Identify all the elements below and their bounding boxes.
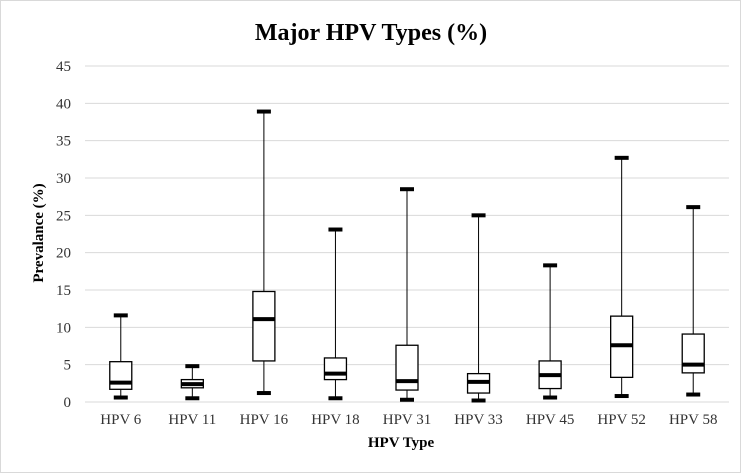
iqr-box <box>681 333 705 374</box>
iqr-box <box>109 361 133 390</box>
x-tick-label: HPV 11 <box>168 412 216 428</box>
y-axis-ticks: 0 5 10 15 20 25 30 35 40 45 <box>56 59 71 411</box>
box-series <box>109 109 705 403</box>
box-group <box>538 263 562 400</box>
x-tick-label: HPV 45 <box>526 412 575 428</box>
box-group <box>180 364 204 401</box>
box-group <box>323 227 348 401</box>
y-tick-label: 20 <box>56 246 71 262</box>
y-tick-label: 10 <box>56 320 71 336</box>
x-tick-label: HPV 52 <box>597 412 646 428</box>
x-tick-label: HPV 18 <box>311 412 360 428</box>
y-tick-label: 5 <box>64 358 72 374</box>
x-tick-label: HPV 31 <box>383 412 432 428</box>
x-axis-ticks: HPV 6 HPV 11 HPV 16 HPV 18 HPV 31 HPV 33 HPV 4… <box>100 412 717 428</box>
box-group <box>109 313 133 400</box>
x-axis-title: HPV Type <box>368 435 435 451</box>
y-tick-label: 0 <box>64 395 72 411</box>
x-tick-label: HPV 33 <box>454 412 503 428</box>
x-tick-label: HPV 16 <box>240 412 289 428</box>
y-axis-title: Prevalance (%) <box>31 183 47 282</box>
x-tick-label: HPV 58 <box>669 412 718 428</box>
iqr-box <box>323 357 348 381</box>
box-group <box>395 187 419 402</box>
y-tick-label: 30 <box>56 171 71 187</box>
iqr-box <box>252 290 276 362</box>
box-group <box>681 205 705 397</box>
y-tick-label: 15 <box>56 283 71 299</box>
box-group <box>252 109 276 396</box>
chart-title: Major HPV Types (%) <box>255 20 487 46</box>
x-tick-label: HPV 6 <box>100 412 141 428</box>
box-group <box>610 155 634 399</box>
box-group <box>466 213 491 403</box>
y-tick-label: 25 <box>56 208 71 224</box>
iqr-box <box>395 344 419 391</box>
y-tick-label: 35 <box>56 134 71 150</box>
y-tick-label: 45 <box>56 59 71 75</box>
y-tick-label: 40 <box>56 96 71 112</box>
